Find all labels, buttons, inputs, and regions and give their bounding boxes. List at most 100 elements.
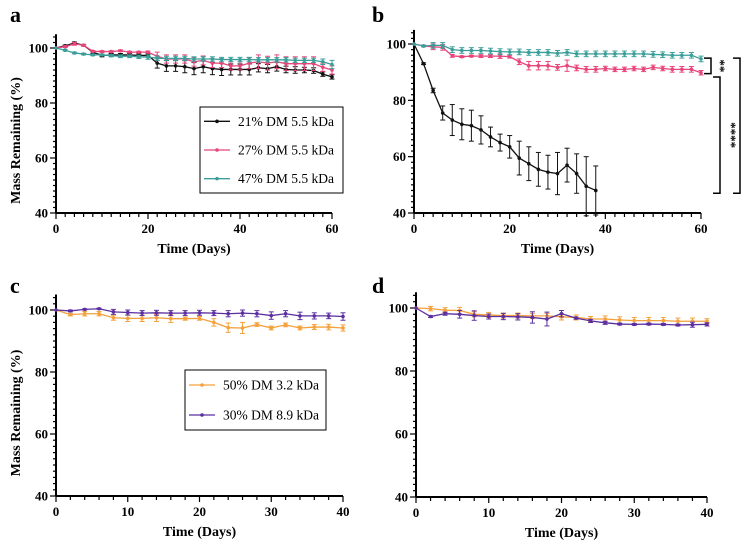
legend-marker (215, 119, 219, 124)
data-point (689, 67, 694, 72)
data-point (450, 47, 455, 52)
data-point (622, 52, 627, 56)
data-point (255, 322, 259, 327)
data-point (530, 315, 535, 320)
data-point (443, 308, 447, 313)
y-tick-label: 60 (35, 427, 48, 442)
data-point (555, 171, 560, 176)
data-point (321, 72, 325, 76)
data-point (632, 318, 637, 323)
data-point (661, 318, 666, 323)
data-point (498, 49, 502, 54)
data-point (118, 54, 123, 59)
data-point (341, 326, 345, 330)
data-point (111, 310, 116, 314)
y-tick-label: 40 (35, 206, 48, 221)
series-2 (54, 46, 335, 70)
data-point (330, 62, 334, 67)
data-point (312, 314, 317, 318)
x-tick-label: 10 (482, 505, 495, 520)
y-tick-label: 40 (395, 490, 408, 505)
legend-label: 30% DM 8.9 kDa (223, 408, 319, 423)
data-point (125, 310, 130, 315)
data-point (154, 310, 159, 315)
data-point (593, 188, 598, 193)
data-point (460, 48, 464, 53)
data-point (302, 58, 307, 63)
data-point (275, 58, 279, 62)
data-point (676, 319, 680, 324)
legend-label: 21% DM 5.5 kDa (238, 114, 334, 129)
y-tick-label: 80 (395, 364, 408, 379)
series-1 (414, 306, 710, 328)
legend: 50% DM 3.2 kDa 30% DM 8.9 kDa (184, 369, 327, 431)
data-point (603, 52, 608, 56)
data-point (479, 128, 483, 132)
data-point (183, 316, 187, 321)
data-point (219, 57, 224, 62)
series-0 (412, 42, 599, 217)
panel-label: b (372, 2, 384, 27)
data-point (81, 52, 86, 56)
series-line (413, 43, 597, 192)
data-point (326, 314, 331, 318)
data-point (517, 59, 522, 64)
data-point (173, 64, 178, 68)
y-tick-label: 100 (387, 37, 407, 52)
panel-c: c 40 60 80 100 0 10 20 30 40 Time (Days) Mass Remai… (9, 273, 350, 540)
data-point (546, 63, 550, 68)
y-tick-label: 80 (35, 365, 48, 380)
data-point (632, 66, 636, 71)
data-point (641, 52, 646, 56)
data-point (469, 123, 474, 128)
y-tick-label: 100 (29, 303, 49, 318)
data-point (689, 53, 694, 58)
data-point (118, 48, 123, 53)
legend: 21% DM 5.5 kDa 27% DM 5.5 kDa 47% DM 5.5 k… (199, 106, 344, 194)
data-point (559, 311, 564, 316)
data-point (72, 42, 77, 46)
data-point (140, 316, 144, 321)
data-point (641, 67, 646, 72)
data-point (321, 59, 325, 64)
x-tick-label: 0 (53, 504, 60, 519)
data-point (536, 63, 541, 68)
data-point (212, 320, 216, 325)
data-point (617, 322, 622, 326)
data-point (565, 63, 569, 68)
data-point (137, 50, 141, 54)
series-0 (54, 308, 346, 335)
significance-bracket (733, 57, 741, 195)
data-point (440, 43, 445, 48)
data-point (565, 50, 569, 55)
series-1 (412, 42, 704, 76)
y-tick-label: 40 (35, 489, 48, 504)
data-point (593, 52, 598, 56)
data-point (109, 49, 113, 54)
legend-marker (215, 176, 219, 181)
data-point (140, 311, 144, 315)
panel-label: a (10, 2, 21, 27)
data-point (183, 64, 187, 69)
data-point (699, 57, 703, 61)
data-point (269, 313, 274, 318)
data-point (660, 66, 665, 71)
x-tick-label: 40 (234, 221, 247, 236)
data-point (164, 64, 169, 68)
data-point (247, 57, 251, 62)
data-point (219, 67, 224, 72)
data-point (169, 316, 173, 321)
data-point (169, 311, 173, 315)
data-point (527, 161, 531, 166)
data-point (676, 323, 680, 327)
significance-bracket (704, 57, 712, 75)
data-point (661, 322, 666, 327)
data-point (705, 319, 709, 324)
x-tick-label: 60 (695, 221, 708, 236)
data-point (91, 53, 95, 57)
legend-box (184, 369, 327, 431)
legend-label: 27% DM 5.5 kDa (238, 143, 334, 158)
panel-label: d (372, 273, 384, 298)
data-point (699, 70, 703, 75)
data-point (164, 56, 169, 61)
